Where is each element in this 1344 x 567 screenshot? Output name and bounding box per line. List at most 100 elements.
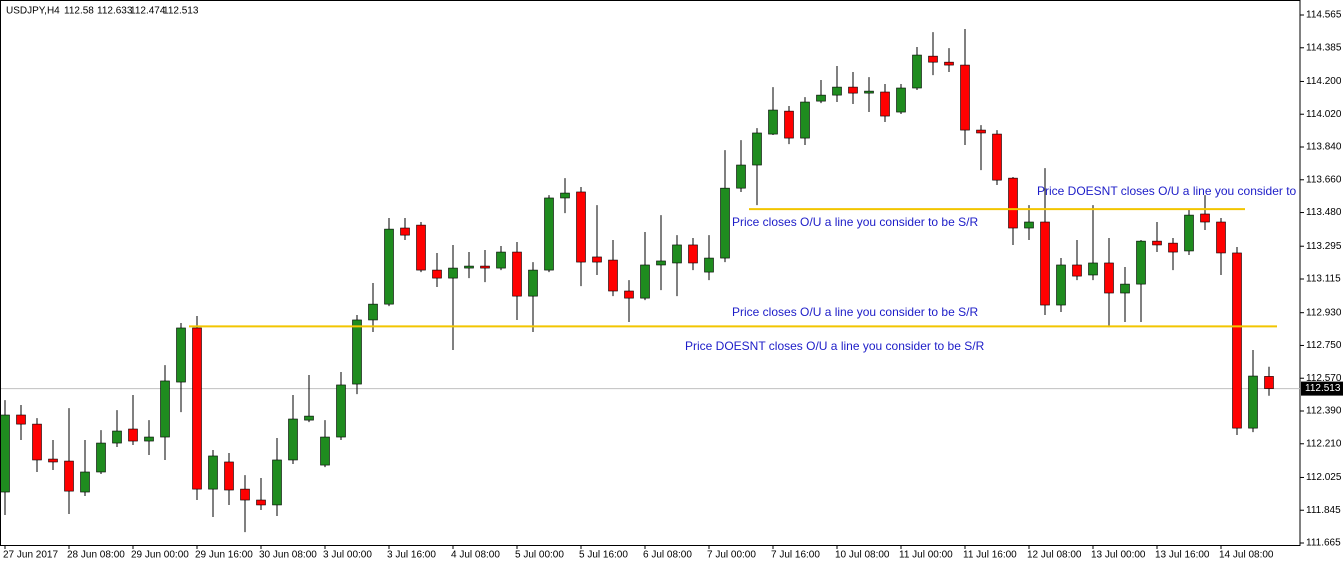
y-tick-label: 114.385	[1306, 42, 1342, 53]
candle-body	[832, 86, 842, 96]
y-tick-label: 114.200	[1306, 76, 1342, 87]
candle-body	[848, 86, 858, 94]
candle-body	[896, 87, 906, 113]
y-tick-label: 113.480	[1306, 207, 1342, 218]
x-tick-label: 29 Jun 16:00	[195, 550, 253, 561]
y-tick-label: 114.565	[1306, 10, 1342, 21]
candle-body	[1056, 264, 1066, 306]
x-tick-label: 11 Jul 16:00	[963, 550, 1017, 561]
candle-body	[688, 244, 698, 264]
x-tick-label: 6 Jul 08:00	[643, 550, 692, 561]
candle-body	[48, 458, 58, 463]
y-tick-label: 112.930	[1306, 307, 1342, 318]
candle-body	[480, 265, 490, 269]
candle-body	[1248, 375, 1258, 429]
y-tick-label: 113.840	[1306, 142, 1342, 153]
candle-body	[656, 260, 666, 266]
candle-body	[400, 227, 410, 236]
ohlc-value: 112.474	[130, 6, 166, 17]
candle-body	[960, 64, 970, 131]
candle-body	[432, 269, 442, 279]
candle-body	[608, 259, 618, 292]
x-tick-label: 30 Jun 08:00	[259, 550, 317, 561]
candle-body	[208, 455, 218, 490]
x-tick-label: 28 Jun 08:00	[67, 550, 125, 561]
y-tick-label: 112.390	[1306, 406, 1342, 417]
candle-body	[112, 430, 122, 444]
candle-body	[448, 267, 458, 279]
candle-body	[752, 132, 762, 166]
candle-body	[528, 269, 538, 297]
x-tick-label: 3 Jul 00:00	[323, 550, 372, 561]
candle-body	[1232, 252, 1242, 429]
x-tick-label: 29 Jun 00:00	[131, 550, 189, 561]
candle-body	[1008, 177, 1018, 229]
candle-body	[1200, 213, 1210, 223]
candle-body	[144, 436, 154, 442]
x-tick-label: 13 Jul 00:00	[1091, 550, 1146, 561]
candle-body	[624, 290, 634, 299]
candle-body	[1, 414, 10, 493]
candle-body	[1136, 240, 1146, 285]
y-tick-label: 114.020	[1306, 109, 1342, 120]
candle-body	[1168, 242, 1178, 253]
ohlc-value: 112.633	[97, 6, 133, 17]
candle-body	[768, 109, 778, 135]
candle-body	[464, 265, 474, 269]
candle-body	[704, 257, 714, 273]
annotation: Price DOESNT closes O/U a line you consi…	[685, 339, 985, 353]
candle-body	[928, 55, 938, 63]
candle-body	[192, 327, 202, 490]
candle-body	[384, 228, 394, 305]
candle-body	[880, 91, 890, 117]
candle-body	[240, 488, 250, 501]
candle-body	[944, 61, 954, 66]
candle-body	[512, 251, 522, 297]
plot-area: Price closes O/U a line you consider to …	[1, 29, 1337, 533]
candle-body	[160, 380, 170, 438]
ohlc-value: 112.513	[163, 6, 199, 17]
y-tick-label: 111.665	[1306, 538, 1341, 549]
x-tick-label: 5 Jul 00:00	[515, 550, 564, 561]
y-tick-label: 113.295	[1306, 241, 1342, 252]
chart-title: USDJPY,H4	[6, 6, 60, 17]
candle-body	[176, 327, 186, 383]
candle-body	[1072, 264, 1082, 277]
candle-body	[864, 90, 874, 94]
candle-body	[1152, 240, 1162, 246]
candle-body	[128, 428, 138, 442]
y-tick-label: 113.660	[1306, 174, 1342, 185]
candle-body	[304, 415, 314, 421]
annotation: Price DOESNT closes O/U a line you consi…	[1037, 184, 1337, 198]
candle-body	[976, 129, 986, 134]
candle-body	[576, 191, 586, 263]
candle-body	[816, 94, 826, 102]
candle-body	[336, 384, 346, 438]
candle-body	[272, 459, 282, 506]
candle-body	[1024, 221, 1034, 229]
candle-body	[1120, 283, 1130, 294]
candle-body	[720, 187, 730, 259]
candle-body	[96, 442, 106, 473]
x-tick-label: 14 Jul 08:00	[1219, 550, 1274, 561]
x-tick-label: 12 Jul 08:00	[1027, 550, 1082, 561]
candle-body	[544, 197, 554, 271]
candle-body	[288, 418, 298, 461]
candle-body	[800, 101, 810, 139]
y-tick-label: 111.845	[1306, 505, 1341, 516]
candle-body	[640, 264, 650, 299]
x-tick-label: 4 Jul 08:00	[451, 550, 500, 561]
candle-body	[560, 192, 570, 199]
candle-body	[368, 303, 378, 321]
candle-body	[224, 461, 234, 491]
y-tick-label: 112.210	[1306, 438, 1342, 449]
candle-body	[416, 224, 426, 271]
candle-body	[1104, 262, 1114, 294]
plot-frame	[0, 0, 1301, 546]
candle-body	[992, 133, 1002, 181]
candle-body	[1088, 262, 1098, 276]
price-label: 112.513	[1305, 383, 1341, 394]
ohlc-value: 112.58	[64, 6, 94, 17]
candle-body	[592, 256, 602, 263]
